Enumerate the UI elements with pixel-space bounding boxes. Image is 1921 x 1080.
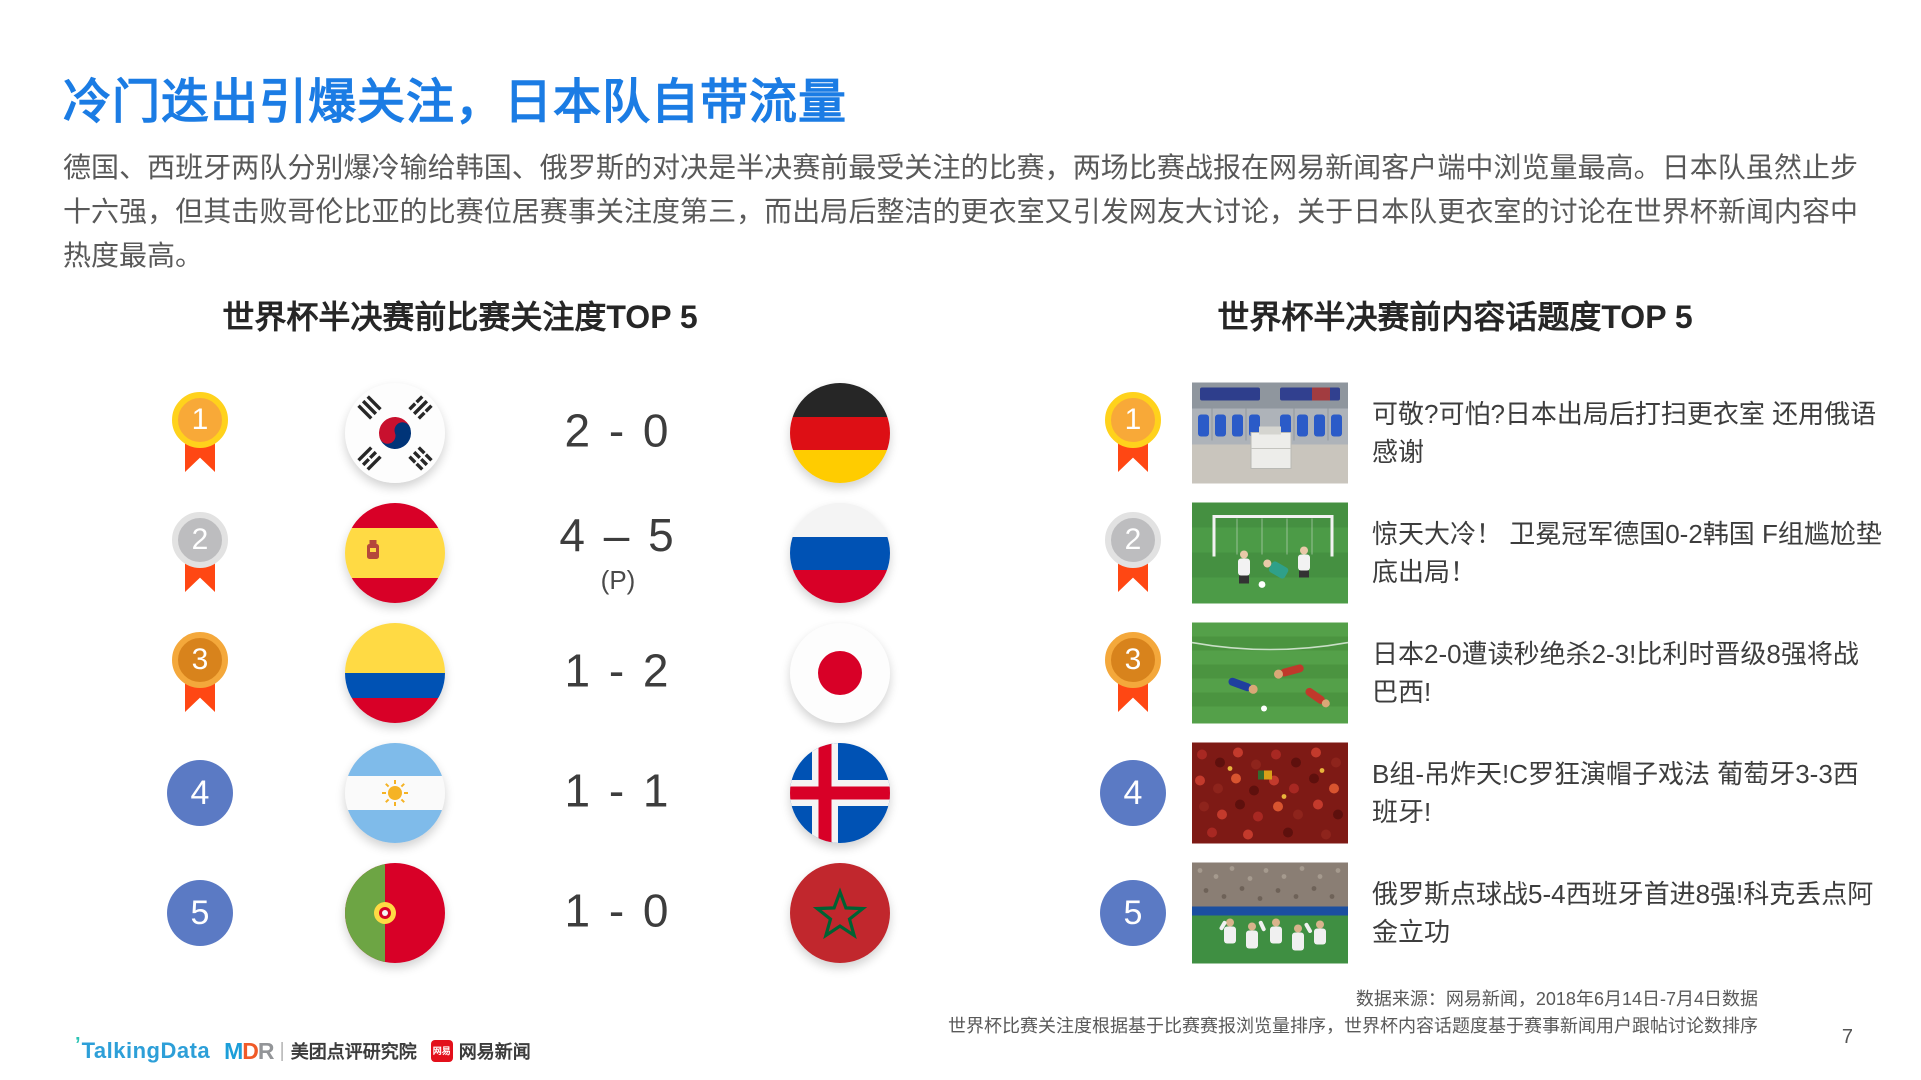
thumbnail-japan-belgium-match	[1192, 622, 1348, 724]
match-row-4: 4 1 - 1	[0, 733, 1921, 853]
flag-iceland-icon	[790, 743, 890, 843]
rank-4-badge: 4	[1093, 760, 1173, 826]
rank-5-badge: 5	[1093, 880, 1173, 946]
mdr-mark-icon: MDR	[224, 1037, 274, 1064]
score-row-4: 1 - 1	[564, 764, 672, 817]
topic-title-1: 可敬?可怕?日本出局后打扫更衣室 还用俄语感谢	[1372, 399, 1877, 467]
page-title: 冷门迭出引爆关注，日本队自带流量	[63, 76, 848, 129]
flag-spain-icon	[345, 503, 445, 603]
topic-title-2: 惊天大冷！ 卫冕冠军德国0-2韩国 F组尴尬垫底出局！	[1372, 519, 1882, 587]
rank-2-silver-medal-icon: 2	[160, 512, 240, 594]
flag-japan-icon	[790, 623, 890, 723]
netease-news-logo: 网易 网易新闻	[430, 1040, 531, 1062]
rank-5-badge: 5	[160, 880, 240, 946]
match-row-5: 5 1 - 0	[0, 853, 1921, 973]
flag-portugal-icon	[345, 863, 445, 963]
thumbnail-germany-korea-match	[1192, 502, 1348, 604]
score-row-1: 2 - 0	[564, 404, 672, 457]
topic-ranking-header: 世界杯半决赛前内容话题度TOP 5	[1217, 299, 1693, 335]
rank-2-silver-medal-icon: 2	[1093, 512, 1173, 594]
topic-row-2: 2 惊天大冷！ 卫冕冠军德国0-2韩国 F组尴尬垫底出局！	[0, 493, 1921, 613]
rank-1-gold-medal-icon: 1	[1093, 392, 1173, 474]
topic-row-1: 1 可敬?可怕?日本出局后打扫更衣室 还用俄语感谢	[0, 373, 1921, 493]
talkingdata-logo: ’ TalkingData	[75, 1034, 211, 1063]
footer-logos: ’ TalkingData MDR | 美团点评研究院 网易 网易新闻	[75, 1034, 531, 1066]
rank-4-badge: 4	[160, 760, 240, 826]
meituan-dianping-research-logo: MDR | 美团点评研究院	[224, 1037, 417, 1064]
data-source-line2: 世界杯比赛关注度根据基于比赛赛报浏览量排序，世界杯内容话题度基于赛事新闻用户跟帖…	[948, 1016, 1758, 1036]
score-row-2: 4 – 5 (P)	[559, 509, 677, 595]
topic-title-5: 俄罗斯点球战5-4西班牙首进8强!科克丢点阿金立功	[1372, 879, 1874, 947]
intro-paragraph: 德国、西班牙两队分别爆冷输给韩国、俄罗斯的对决是半决赛前最受关注的比赛，两场比赛…	[63, 152, 1858, 271]
score-row-5: 1 - 0	[564, 884, 672, 937]
rank-1-gold-medal-icon: 1	[160, 392, 240, 474]
topic-row-3: 3 日本2-0遭读秒绝杀2-3!比利时晋级8强将战巴西!	[0, 613, 1921, 733]
page-number: 7	[1841, 1026, 1853, 1048]
thumbnail-portugal-spain-fans	[1192, 742, 1348, 844]
match-row-1: 1 2 - 0	[0, 373, 1921, 493]
flag-morocco-icon	[790, 863, 890, 963]
netease-icon: 网易	[430, 1040, 453, 1062]
match-ranking-header: 世界杯半决赛前比赛关注度TOP 5	[222, 299, 698, 335]
topic-row-4: 4 B组-吊炸天!C罗狂演帽子戏法 葡萄牙3-3西班牙!	[0, 733, 1921, 853]
topic-title-4: B组-吊炸天!C罗狂演帽子戏法 葡萄牙3-3西班牙!	[1372, 759, 1859, 827]
topic-row-5: 5 俄罗斯点球战5-4西班牙首进8强!科克丢点阿金立功	[0, 853, 1921, 973]
rank-3-bronze-medal-icon: 3	[160, 632, 240, 714]
logo-divider: |	[279, 1039, 285, 1062]
match-row-2: 2 4 – 5 (P)	[0, 493, 1921, 613]
talkingdata-tick-icon: ’	[75, 1034, 81, 1056]
topic-title-3: 日本2-0遭读秒绝杀2-3!比利时晋级8强将战巴西!	[1372, 639, 1859, 707]
score-row-3: 1 - 2	[564, 644, 672, 697]
data-source-note: 数据来源：网易新闻，2018年6月14日-7月4日数据 世界杯比赛关注度根据基于…	[948, 986, 1758, 1040]
thumbnail-japan-locker-room	[1192, 382, 1348, 484]
thumbnail-russia-celebration	[1192, 862, 1348, 964]
data-source-line1: 数据来源：网易新闻，2018年6月14日-7月4日数据	[1355, 989, 1758, 1009]
flag-south-korea-icon	[345, 383, 445, 483]
rank-3-bronze-medal-icon: 3	[1093, 632, 1173, 714]
match-row-3: 3 1 - 2	[0, 613, 1921, 733]
